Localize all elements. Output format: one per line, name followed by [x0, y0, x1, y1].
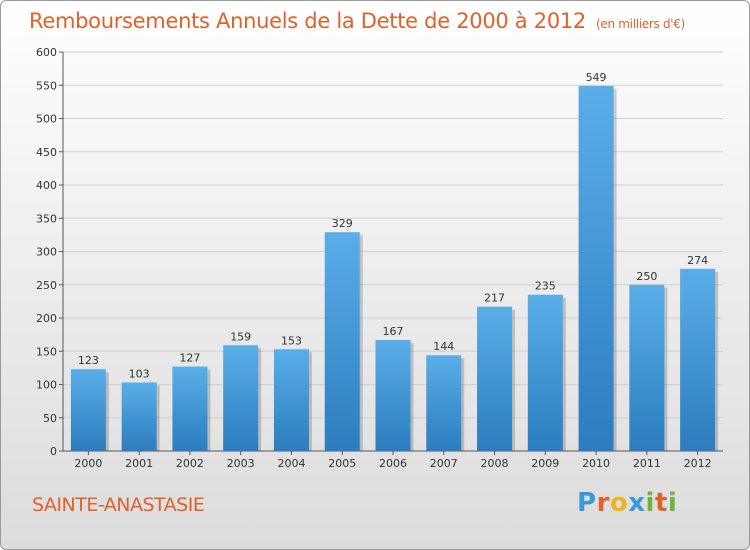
bar — [273, 349, 309, 451]
data-label: 329 — [332, 217, 353, 230]
logo-letter: i — [645, 488, 655, 518]
x-tick-label: 2009 — [531, 457, 559, 470]
x-tick-label: 2005 — [328, 457, 356, 470]
x-tick-label: 2010 — [582, 457, 610, 470]
bar — [426, 355, 462, 451]
data-label: 153 — [281, 334, 302, 347]
bar — [477, 306, 513, 451]
logo-letter: r — [596, 488, 610, 518]
bar — [121, 382, 157, 451]
bar — [223, 345, 259, 451]
y-tick-label: 250 — [36, 279, 57, 292]
data-label: 144 — [433, 340, 454, 353]
data-label: 217 — [484, 292, 505, 305]
y-tick-label: 350 — [36, 212, 57, 225]
y-tick-label: 150 — [36, 345, 57, 358]
y-tick-label: 50 — [43, 412, 57, 425]
y-tick-label: 400 — [36, 179, 57, 192]
x-tick-label: 2004 — [277, 457, 305, 470]
bar — [680, 268, 716, 451]
data-label: 103 — [129, 368, 150, 381]
y-tick-label: 600 — [36, 46, 57, 59]
x-tick-label: 2008 — [481, 457, 509, 470]
proxiti-logo: Proxiti — [577, 488, 677, 518]
chart-title-text: Remboursements Annuels de la Dette de 20… — [29, 9, 586, 33]
y-tick-label: 450 — [36, 146, 57, 159]
data-label: 127 — [179, 352, 200, 365]
y-tick-label: 100 — [36, 379, 57, 392]
x-tick-label: 2012 — [684, 457, 712, 470]
data-label: 549 — [586, 71, 607, 84]
logo-letter: P — [577, 488, 597, 518]
bar — [578, 85, 614, 451]
bar — [70, 369, 106, 451]
x-tick-label: 2011 — [633, 457, 661, 470]
data-label: 159 — [230, 330, 251, 343]
data-label: 250 — [636, 270, 657, 283]
x-tick-label: 2007 — [430, 457, 458, 470]
y-tick-label: 200 — [36, 312, 57, 325]
bar — [375, 339, 411, 451]
x-tick-label: 2006 — [379, 457, 407, 470]
y-tick-label: 550 — [36, 79, 57, 92]
bar — [324, 232, 360, 451]
logo-letter: t — [654, 488, 668, 518]
data-label: 235 — [535, 280, 556, 293]
bar — [172, 366, 208, 451]
logo-letter: x — [628, 488, 646, 518]
y-tick-label: 0 — [50, 445, 57, 458]
x-tick-label: 2000 — [74, 457, 102, 470]
chart-title: Remboursements Annuels de la Dette de 20… — [29, 9, 685, 33]
x-tick-label: 2001 — [125, 457, 153, 470]
x-tick-label: 2003 — [227, 457, 255, 470]
y-tick-label: 500 — [36, 113, 57, 126]
x-tick-label: 2002 — [176, 457, 204, 470]
location-name: SAINTE-ANASTASIE — [32, 494, 205, 516]
data-label: 274 — [687, 254, 708, 267]
y-tick-label: 300 — [36, 246, 57, 259]
logo-letter: i — [667, 488, 678, 518]
data-label: 123 — [78, 354, 99, 367]
logo-letter: o — [609, 488, 629, 518]
chart-subtitle: (en milliers d'€) — [596, 17, 686, 31]
bar — [527, 294, 563, 451]
bar — [629, 284, 665, 451]
data-label: 167 — [383, 325, 404, 338]
